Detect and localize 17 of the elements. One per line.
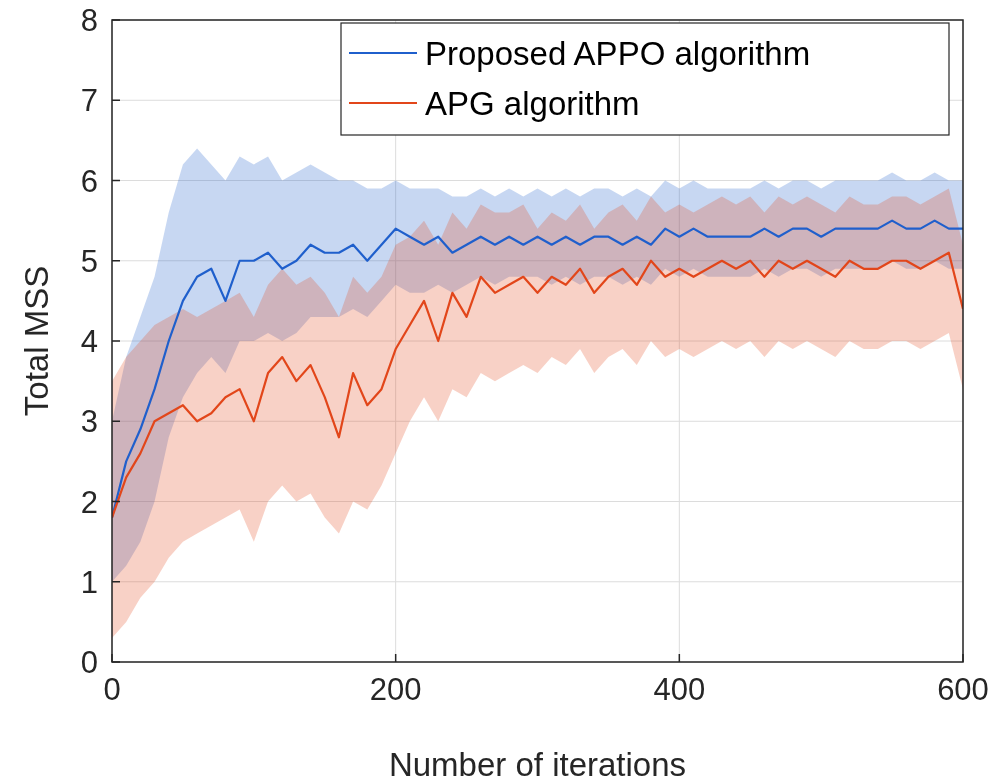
y-tick-label: 3 xyxy=(80,404,98,440)
y-tick-label: 6 xyxy=(80,163,98,199)
y-tick-label: 7 xyxy=(80,83,98,119)
y-tick-label: 0 xyxy=(80,645,98,680)
x-tick-label: 200 xyxy=(369,672,422,707)
legend-label: Proposed APPO algorithm xyxy=(425,35,811,72)
legend-label: APG algorithm xyxy=(425,85,640,122)
y-tick-label: 5 xyxy=(80,243,98,279)
x-tick-label: 0 xyxy=(103,672,121,707)
y-tick-label: 2 xyxy=(80,484,98,520)
y-tick-label: 4 xyxy=(80,324,98,359)
y-tick-label: 8 xyxy=(80,3,98,38)
y-tick-label: 1 xyxy=(80,564,98,600)
x-axis-title: Number of iterations xyxy=(388,746,687,783)
x-tick-label: 600 xyxy=(937,672,989,707)
y-axis-title: Total MSS xyxy=(18,265,55,417)
x-tick-label: 400 xyxy=(653,672,706,707)
